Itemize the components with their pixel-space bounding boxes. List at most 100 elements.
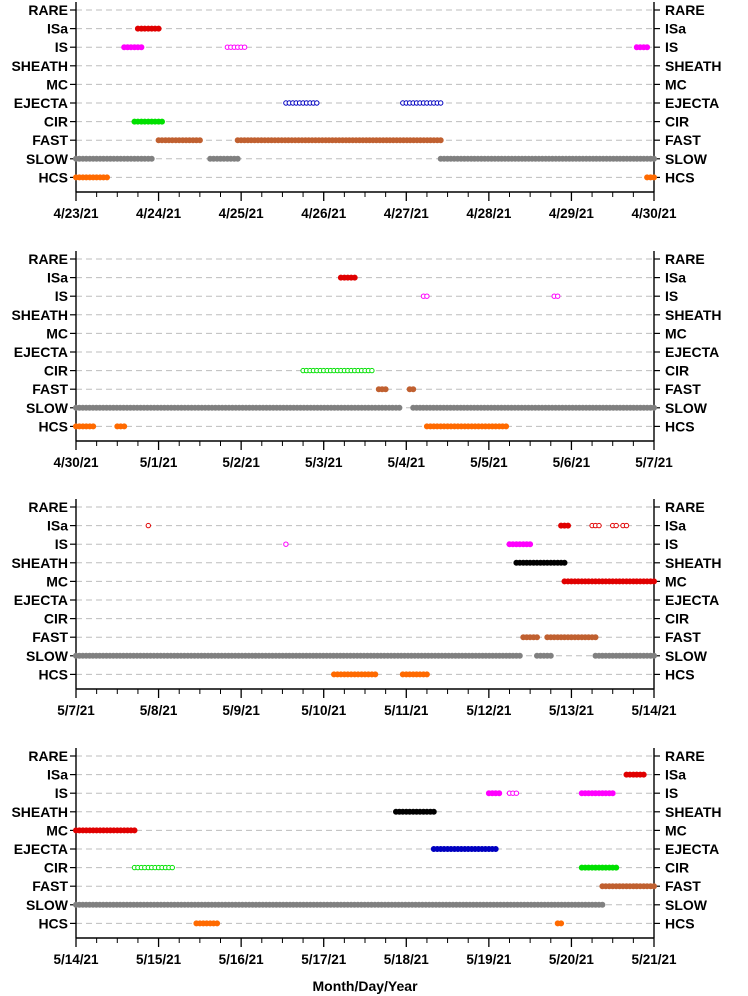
- x-tick-label: 4/23/21: [53, 206, 99, 221]
- panel-4: RARE RARE ISa ISa IS IS SHEATH SHEATH MC MC EJECTA…: [11, 748, 722, 967]
- data-point: [351, 274, 358, 281]
- y-label-left: EJECTA: [14, 841, 68, 857]
- data-point: [609, 790, 616, 797]
- data-point: [438, 100, 444, 106]
- x-tick-label: 4/30/21: [631, 206, 677, 221]
- data-point: [410, 386, 417, 393]
- series-isa: [610, 522, 619, 529]
- y-label-right: CIR: [665, 363, 689, 379]
- series-sheath: [513, 559, 568, 566]
- y-label-right: IS: [665, 785, 678, 801]
- x-tick-label: 5/21/21: [631, 952, 677, 967]
- data-point: [396, 404, 403, 411]
- y-label-right: SHEATH: [665, 555, 722, 571]
- series-hcs: [73, 174, 111, 181]
- data-point: [650, 155, 657, 162]
- y-label-right: FAST: [665, 878, 701, 894]
- y-label-left: CIR: [44, 860, 68, 876]
- data-point: [241, 44, 248, 50]
- data-point: [423, 671, 430, 678]
- y-label-left: EJECTA: [14, 95, 68, 111]
- y-label-right: HCS: [665, 915, 695, 931]
- x-tick-label: 4/30/21: [53, 455, 99, 470]
- series-is: [506, 541, 534, 548]
- x-tick-label: 5/4/21: [388, 455, 426, 470]
- data-point: [155, 25, 162, 32]
- data-point: [214, 920, 221, 927]
- y-label-left: SHEATH: [11, 58, 68, 74]
- data-point: [503, 423, 510, 430]
- series-ejecta: [283, 100, 320, 106]
- x-tick-label: 5/16/21: [219, 952, 265, 967]
- y-label-right: ISa: [665, 518, 686, 534]
- data-point: [558, 920, 565, 927]
- data-point: [613, 522, 619, 529]
- series-hcs: [330, 671, 379, 678]
- y-label-left: ISa: [47, 21, 68, 37]
- series-cir: [131, 118, 166, 125]
- y-label-left: MC: [46, 573, 68, 589]
- y-label-right: IS: [665, 288, 678, 304]
- y-label-left: EJECTA: [14, 344, 68, 360]
- x-tick-label: 4/28/21: [466, 206, 512, 221]
- data-point: [437, 137, 444, 144]
- data-point: [513, 790, 520, 796]
- panel-1: RARE RARE ISa ISa IS IS SHEATH SHEATH MC MC EJECTA…: [11, 2, 722, 221]
- data-point: [424, 293, 430, 299]
- data-point: [369, 367, 375, 374]
- y-label-left: RARE: [28, 748, 68, 764]
- series-is: [506, 790, 520, 796]
- y-label-right: ISa: [665, 270, 686, 286]
- y-label-left: SHEATH: [11, 555, 68, 571]
- series-slow: [437, 155, 657, 162]
- x-tick-label: 4/27/21: [384, 206, 430, 221]
- x-tick-label: 5/6/21: [553, 455, 591, 470]
- series-fast: [599, 883, 657, 890]
- y-label-left: ISa: [47, 518, 68, 534]
- series-fast: [406, 386, 417, 393]
- data-point: [547, 652, 554, 659]
- y-label-right: RARE: [665, 748, 705, 764]
- y-label-right: EJECTA: [665, 95, 719, 111]
- y-label-left: MC: [46, 76, 68, 92]
- y-label-right: ISa: [665, 21, 686, 37]
- series-is: [283, 541, 289, 547]
- y-label-left: ISa: [47, 270, 68, 286]
- data-point: [623, 522, 630, 529]
- data-point: [613, 864, 620, 871]
- data-point: [121, 423, 128, 430]
- x-tick-label: 5/7/21: [635, 455, 673, 470]
- series-is: [633, 44, 651, 51]
- series-hcs: [554, 920, 565, 927]
- series-mc: [561, 578, 657, 585]
- data-point: [492, 845, 499, 852]
- x-tick-label: 4/25/21: [219, 206, 265, 221]
- x-tick-label: 4/24/21: [136, 206, 182, 221]
- series-slow: [73, 901, 606, 908]
- y-label-right: CIR: [665, 611, 689, 627]
- data-point: [314, 100, 320, 106]
- series-hcs: [423, 423, 510, 430]
- data-point: [650, 174, 657, 181]
- data-point: [145, 522, 152, 529]
- series-slow: [533, 652, 554, 659]
- y-label-left: IS: [55, 39, 68, 55]
- series-hcs: [73, 423, 97, 430]
- x-tick-label: 5/10/21: [301, 703, 347, 718]
- series-isa: [558, 522, 571, 529]
- y-label-left: SLOW: [26, 151, 69, 167]
- data-point: [372, 671, 379, 678]
- x-tick-label: 5/17/21: [301, 952, 347, 967]
- series-slow: [73, 155, 155, 162]
- y-label-right: HCS: [665, 418, 695, 434]
- y-label-right: CIR: [665, 114, 689, 130]
- data-point: [159, 118, 166, 125]
- y-label-right: SLOW: [665, 151, 708, 167]
- data-point: [592, 634, 599, 641]
- y-label-left: RARE: [28, 2, 68, 18]
- y-label-left: HCS: [38, 915, 68, 931]
- series-hcs: [114, 423, 128, 430]
- y-label-left: IS: [55, 288, 68, 304]
- y-label-left: RARE: [28, 499, 68, 515]
- x-axis-title: Month/Day/Year: [312, 978, 418, 994]
